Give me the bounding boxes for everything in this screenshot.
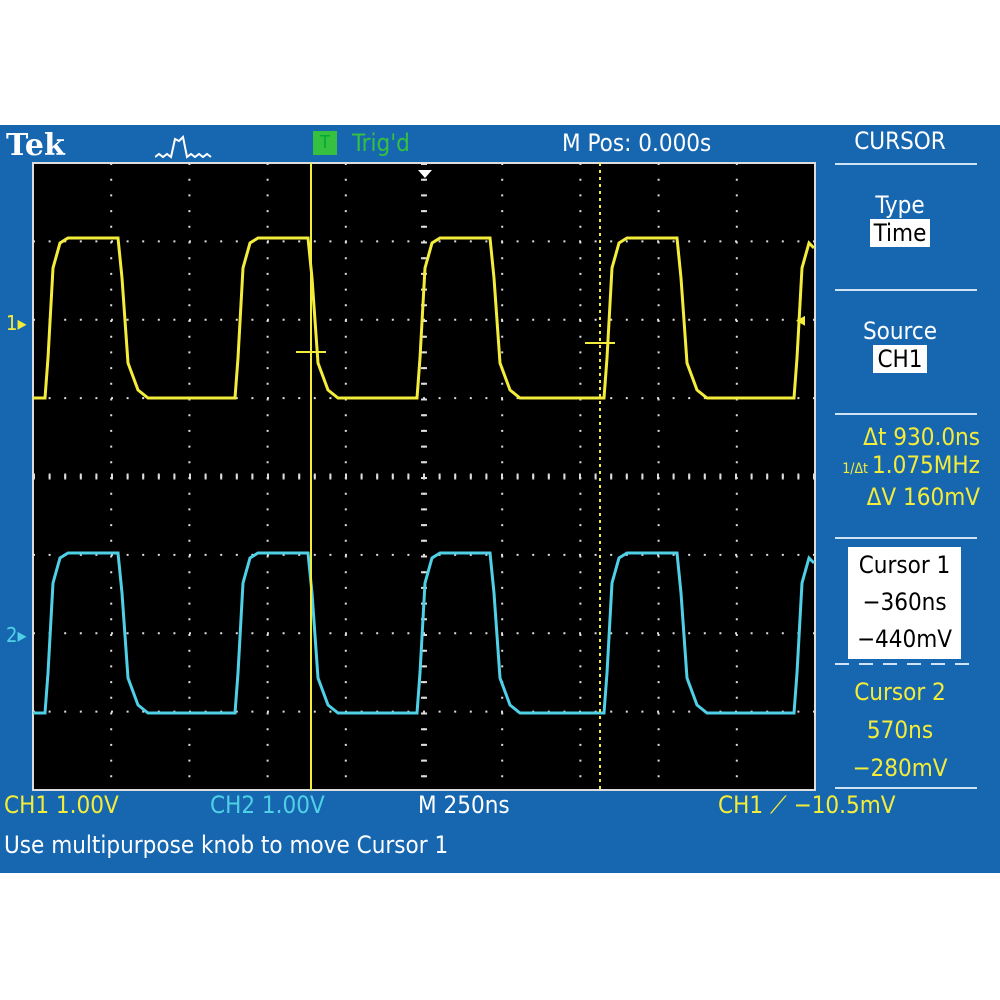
delta-v-icon: ΔV bbox=[866, 483, 903, 511]
type-button[interactable]: Type Time bbox=[820, 191, 980, 247]
cursor1-label: Cursor 1 bbox=[858, 551, 951, 579]
ch1-waveform bbox=[33, 236, 816, 400]
cursor-readouts: Δt 930.0ns 1/Δt 1.075MHz ΔV 160mV bbox=[820, 423, 980, 511]
trigger-position-icon bbox=[418, 170, 432, 178]
ch2-ground-marker: 2▸ bbox=[6, 623, 27, 647]
cursor2-label: Cursor 2 bbox=[854, 678, 946, 706]
delta-v-value: 160mV bbox=[902, 483, 980, 511]
divider bbox=[835, 163, 977, 165]
delta-t-icon: Δt bbox=[863, 423, 894, 451]
trigger-badge: T bbox=[313, 131, 337, 155]
source-label: Source bbox=[862, 317, 938, 345]
ch1-marker-label: 1 bbox=[6, 311, 18, 335]
source-value: CH1 bbox=[873, 345, 927, 373]
divider bbox=[835, 663, 977, 665]
cursor2-volt: −280mV bbox=[852, 754, 948, 782]
rising-edge-icon: ⟋ bbox=[769, 791, 787, 819]
ch1-scale: CH1 1.00V bbox=[4, 791, 119, 819]
waveform-graticule bbox=[32, 162, 816, 791]
ch2-waveform bbox=[33, 551, 816, 715]
ch2-marker-label: 2 bbox=[6, 623, 18, 647]
cursor1-button[interactable]: Cursor 1 −360ns −440mV bbox=[848, 547, 961, 659]
type-value: Time bbox=[869, 219, 931, 247]
source-button[interactable]: Source CH1 bbox=[820, 317, 980, 373]
delta-t-value: 930.0ns bbox=[893, 423, 980, 451]
tek-logo: Tek bbox=[6, 128, 65, 163]
divider bbox=[835, 537, 977, 539]
horizontal-position: M Pos: 0.000s bbox=[562, 129, 712, 157]
oscilloscope-screen: Tek T Trig'd M Pos: 0.000s 1▸ 2▸ ◂ CURSO… bbox=[0, 125, 1000, 873]
menu-title: CURSOR bbox=[854, 127, 946, 155]
acquire-waveform-icon bbox=[155, 135, 212, 159]
inverse-delta-t-icon: 1/Δt bbox=[842, 461, 872, 477]
type-label: Type bbox=[875, 191, 925, 219]
trigger-status: Trig'd bbox=[352, 129, 410, 157]
frequency-value: 1.075MHz bbox=[872, 451, 980, 479]
ch1-ground-marker: 1▸ bbox=[6, 311, 27, 335]
trigger-level-arrow-icon: ◂ bbox=[796, 307, 806, 331]
trigger-source: CH1 bbox=[718, 791, 764, 819]
trigger-level: −10.5mV bbox=[793, 791, 896, 819]
divider bbox=[835, 289, 977, 291]
cursor1-time: −360ns bbox=[862, 588, 947, 616]
ch2-scale: CH2 1.00V bbox=[210, 791, 325, 819]
trigger-readout: CH1 ⟋ −10.5mV bbox=[718, 791, 896, 819]
help-message: Use multipurpose knob to move Cursor 1 bbox=[4, 831, 449, 859]
divider bbox=[835, 787, 977, 789]
cursor2-time: 570ns bbox=[866, 716, 934, 744]
timebase: M 250ns bbox=[418, 791, 510, 819]
divider bbox=[835, 413, 977, 415]
cursor2-button[interactable]: Cursor 2 570ns −280mV bbox=[820, 673, 980, 787]
cursor1-volt: −440mV bbox=[856, 625, 953, 653]
